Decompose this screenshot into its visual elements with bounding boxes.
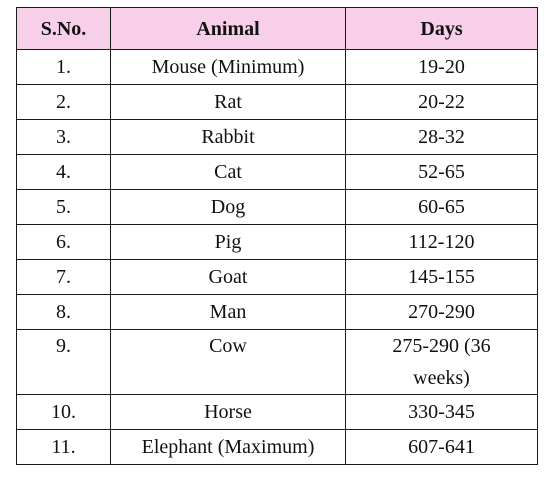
cell-days: 112-120 [345, 224, 538, 260]
cell-animal: Cow [110, 329, 346, 395]
cell-animal: Man [110, 294, 346, 330]
table-row: 3. Rabbit 28-32 [16, 119, 538, 155]
cell-sno: 6. [16, 224, 111, 260]
table-container: S.No. Animal Days 1. Mouse (Minimum) 19-… [16, 7, 538, 465]
table-row: 7. Goat 145-155 [16, 259, 538, 295]
table-row: 6. Pig 112-120 [16, 224, 538, 260]
cell-sno: 1. [16, 49, 111, 85]
cell-sno: 7. [16, 259, 111, 295]
cell-days: 60-65 [345, 189, 538, 225]
header-row: S.No. Animal Days [16, 7, 538, 50]
cell-animal: Rat [110, 84, 346, 120]
gestation-table: S.No. Animal Days 1. Mouse (Minimum) 19-… [16, 7, 538, 465]
cell-days: 28-32 [345, 119, 538, 155]
cell-animal: Horse [110, 394, 346, 430]
table-row: 9. Cow 275-290 (36 weeks) [16, 329, 538, 395]
cell-sno: 10. [16, 394, 111, 430]
header-animal: Animal [110, 7, 346, 50]
cell-animal: Cat [110, 154, 346, 190]
table-row: 4. Cat 52-65 [16, 154, 538, 190]
cell-days: 607-641 [345, 429, 538, 465]
cell-sno: 11. [16, 429, 111, 465]
cell-animal: Pig [110, 224, 346, 260]
cell-days: 275-290 (36 weeks) [345, 329, 538, 395]
cell-days: 19-20 [345, 49, 538, 85]
cell-days: 52-65 [345, 154, 538, 190]
cell-animal: Rabbit [110, 119, 346, 155]
cell-sno: 3. [16, 119, 111, 155]
table-row: 8. Man 270-290 [16, 294, 538, 330]
cell-animal: Dog [110, 189, 346, 225]
cell-animal: Goat [110, 259, 346, 295]
cell-days: 270-290 [345, 294, 538, 330]
table-row: 1. Mouse (Minimum) 19-20 [16, 49, 538, 85]
cell-days: 20-22 [345, 84, 538, 120]
header-days: Days [345, 7, 538, 50]
cell-days: 145-155 [345, 259, 538, 295]
table-row: 11. Elephant (Maximum) 607-641 [16, 429, 538, 465]
header-sno: S.No. [16, 7, 111, 50]
cell-days: 330-345 [345, 394, 538, 430]
cell-animal: Elephant (Maximum) [110, 429, 346, 465]
cell-sno: 2. [16, 84, 111, 120]
table-row: 10. Horse 330-345 [16, 394, 538, 430]
cell-animal: Mouse (Minimum) [110, 49, 346, 85]
cell-sno: 9. [16, 329, 111, 395]
table-row: 5. Dog 60-65 [16, 189, 538, 225]
cell-sno: 5. [16, 189, 111, 225]
cell-sno: 4. [16, 154, 111, 190]
table-row: 2. Rat 20-22 [16, 84, 538, 120]
cell-sno: 8. [16, 294, 111, 330]
